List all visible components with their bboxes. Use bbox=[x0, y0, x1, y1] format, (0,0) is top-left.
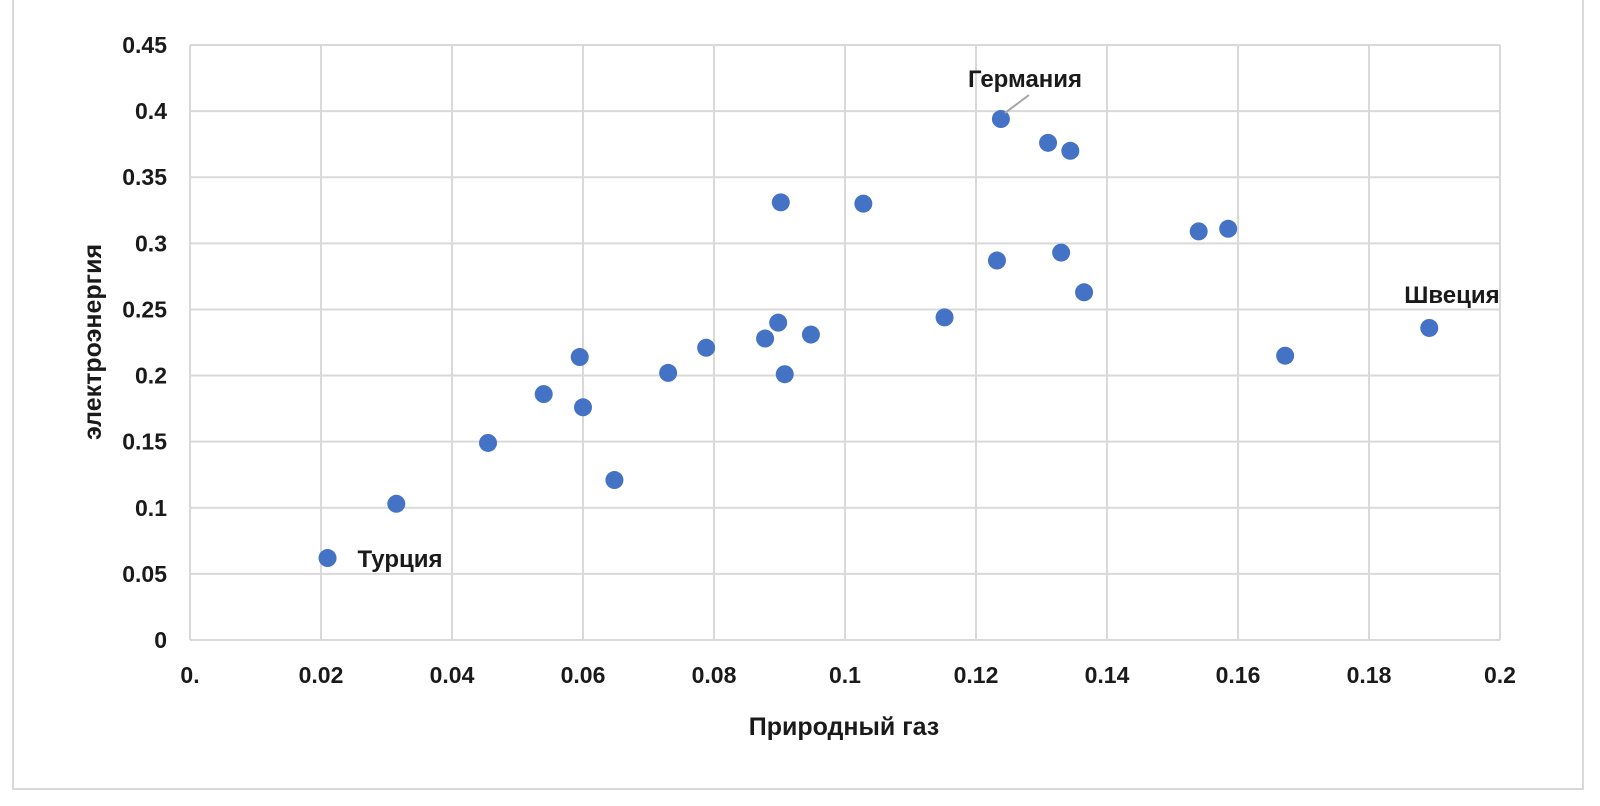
data-point bbox=[801, 325, 820, 344]
x-tick-label: 0.18 bbox=[1347, 662, 1392, 688]
gridlines bbox=[189, 44, 1501, 641]
data-point bbox=[935, 308, 954, 327]
data-point bbox=[1075, 283, 1094, 302]
data-point bbox=[534, 385, 553, 404]
y-tick-label: 0.25 bbox=[122, 296, 167, 322]
y-tick-labels: 0 0.05 0.1 0.15 0.2 0.25 0.3 0.35 0.4 0.45 bbox=[122, 32, 167, 653]
y-tick-label: 0.2 bbox=[135, 363, 167, 389]
data-point bbox=[1061, 141, 1080, 160]
x-tick-label: 0.12 bbox=[954, 662, 999, 688]
annotation-leader-line bbox=[1004, 94, 1030, 114]
x-tick-label: 0.02 bbox=[299, 662, 344, 688]
data-point bbox=[854, 194, 873, 213]
x-tick-label: 0.2 bbox=[1484, 662, 1516, 688]
data-point bbox=[1039, 133, 1058, 152]
annotation-label: Швеция bbox=[1404, 282, 1499, 309]
data-point bbox=[387, 494, 406, 513]
data-point bbox=[987, 251, 1006, 270]
y-tick-label: 0 bbox=[154, 627, 167, 653]
data-point bbox=[1189, 222, 1208, 241]
annotation-label: Турция bbox=[358, 546, 443, 573]
annotations: Германия Швеция Турция bbox=[358, 66, 1500, 573]
y-tick-label: 0.3 bbox=[135, 230, 167, 256]
y-axis-title: электроэнергия bbox=[79, 244, 107, 440]
data-point bbox=[570, 348, 589, 367]
x-tick-label: 0. bbox=[180, 662, 199, 688]
data-point bbox=[771, 193, 790, 212]
data-point bbox=[769, 313, 788, 332]
x-tick-labels: 0. 0.02 0.04 0.06 0.08 0.1 0.12 0.14 0.16 0.18 0.2 bbox=[180, 662, 1516, 688]
data-point bbox=[574, 398, 592, 417]
x-tick-label: 0.16 bbox=[1216, 662, 1261, 688]
data-point bbox=[1219, 219, 1238, 238]
x-tick-label: 0.1 bbox=[829, 662, 861, 688]
data-point bbox=[991, 110, 1010, 129]
annotation-label: Германия bbox=[968, 66, 1082, 93]
y-tick-label: 0.05 bbox=[122, 561, 167, 587]
y-tick-label: 0.45 bbox=[122, 32, 167, 58]
y-tick-label: 0.15 bbox=[122, 429, 167, 455]
data-point bbox=[756, 329, 775, 348]
x-axis-title: Природный газ bbox=[749, 713, 940, 741]
data-points bbox=[318, 110, 1439, 568]
y-tick-label: 0.1 bbox=[135, 495, 167, 521]
data-point bbox=[775, 365, 794, 384]
x-tick-label: 0.06 bbox=[561, 662, 606, 688]
x-tick-label: 0.14 bbox=[1085, 662, 1130, 688]
x-tick-label: 0.08 bbox=[692, 662, 737, 688]
data-point bbox=[479, 433, 498, 452]
data-point bbox=[697, 338, 716, 357]
data-point bbox=[1052, 243, 1071, 262]
x-tick-label: 0.04 bbox=[430, 662, 475, 688]
data-point bbox=[1420, 318, 1439, 337]
data-point bbox=[659, 363, 678, 382]
data-point bbox=[318, 549, 337, 568]
data-point bbox=[1276, 346, 1295, 365]
data-point bbox=[605, 471, 624, 490]
chart-frame bbox=[12, 0, 1584, 790]
y-tick-label: 0.35 bbox=[122, 164, 167, 190]
y-tick-label: 0.4 bbox=[135, 98, 167, 124]
